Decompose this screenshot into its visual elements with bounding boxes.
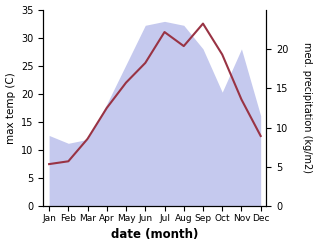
Y-axis label: max temp (C): max temp (C) — [5, 72, 16, 144]
Y-axis label: med. precipitation (kg/m2): med. precipitation (kg/m2) — [302, 42, 313, 173]
X-axis label: date (month): date (month) — [111, 228, 198, 242]
